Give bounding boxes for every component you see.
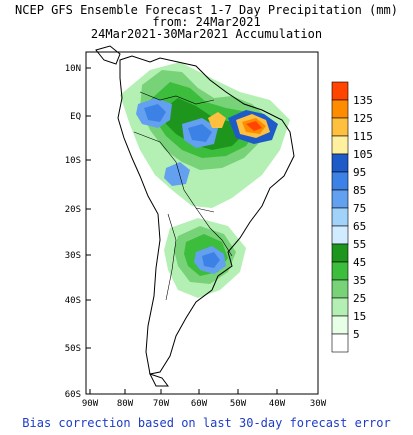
field-south-85mm: [202, 252, 220, 268]
border-north: [139, 91, 215, 105]
legend-swatch: [331, 261, 349, 281]
legend-label: 135: [353, 94, 373, 107]
lon-label: 80W: [117, 399, 134, 409]
south-america-coast: [117, 55, 295, 375]
legend-swatch: [331, 279, 349, 299]
field-west-75mm: [164, 162, 190, 186]
legend-swatch: [331, 207, 349, 227]
legend-swatch: [331, 243, 349, 263]
lon-label: 90W: [82, 399, 99, 409]
legend-swatch: [331, 189, 349, 209]
legend-swatch: [331, 171, 349, 191]
latitude-axis: 10N EQ 10S 20S 30S 40S 50S 60S: [65, 64, 91, 400]
tierra-del-fuego-coast: [149, 373, 169, 387]
legend-label: 75: [353, 202, 366, 215]
bias-correction-note: Bias correction based on last 30-day for…: [22, 416, 391, 430]
legend-swatch: [331, 135, 349, 155]
map-frame: [85, 51, 319, 395]
color-legend: 135 125 115 105 95 85 75 65 55 45 35 25 15 5: [331, 81, 373, 353]
lat-label: EQ: [70, 112, 81, 122]
field-amazon-85mm: [144, 104, 166, 122]
map-title: NCEP GFS Ensemble Forecast 1-7 Day Preci…: [15, 3, 398, 17]
border-andes: [165, 213, 177, 301]
lon-label: 40W: [269, 399, 286, 409]
legend-label: 45: [353, 256, 366, 269]
lat-label: 50S: [65, 344, 81, 354]
coastline: [95, 45, 295, 387]
legend-label: 55: [353, 238, 366, 251]
border-south: [195, 207, 233, 257]
forecast-start-date: from: 24Mar2021: [152, 15, 261, 29]
lon-label: 70W: [153, 399, 170, 409]
lat-label: 30S: [65, 251, 81, 261]
accumulation-period: 24Mar2021-30Mar2021 Accumulation: [90, 27, 323, 41]
longitude-axis: 90W 80W 70W 60W 50W 40W 30W: [82, 389, 327, 409]
field-central-85mm: [188, 124, 212, 142]
legend-label: 95: [353, 166, 366, 179]
legend-swatch: [331, 225, 349, 245]
field-amapa-115mm: [208, 112, 226, 128]
lon-label: 30W: [310, 399, 327, 409]
legend-label: 65: [353, 220, 366, 233]
legend-swatch: [331, 153, 349, 173]
legend-swatch: [331, 99, 349, 119]
legend-label: 25: [353, 292, 366, 305]
central-america-coast: [95, 45, 121, 65]
lat-label: 10S: [65, 156, 81, 166]
lat-label: 20S: [65, 205, 81, 215]
legend-swatch: [331, 315, 349, 335]
legend-swatch: [331, 81, 349, 101]
country-borders: [133, 91, 233, 301]
lat-label: 60S: [65, 390, 81, 400]
lon-label: 50W: [230, 399, 247, 409]
legend-label: 125: [353, 112, 373, 125]
precipitation-field: [120, 62, 290, 298]
legend-label: 115: [353, 130, 373, 143]
border-west: [133, 131, 215, 213]
legend-label: 35: [353, 274, 366, 287]
lon-label: 60W: [191, 399, 208, 409]
legend-label: 85: [353, 184, 366, 197]
legend-swatch: [331, 117, 349, 137]
legend-swatch: [331, 297, 349, 317]
field-coast-135mm: [246, 121, 262, 131]
legend-label: 105: [353, 148, 373, 161]
legend-label: 5: [353, 328, 360, 341]
lat-label: 40S: [65, 296, 81, 306]
lat-label: 10N: [65, 64, 81, 74]
legend-swatch: [331, 333, 349, 353]
legend-label: 15: [353, 310, 366, 323]
